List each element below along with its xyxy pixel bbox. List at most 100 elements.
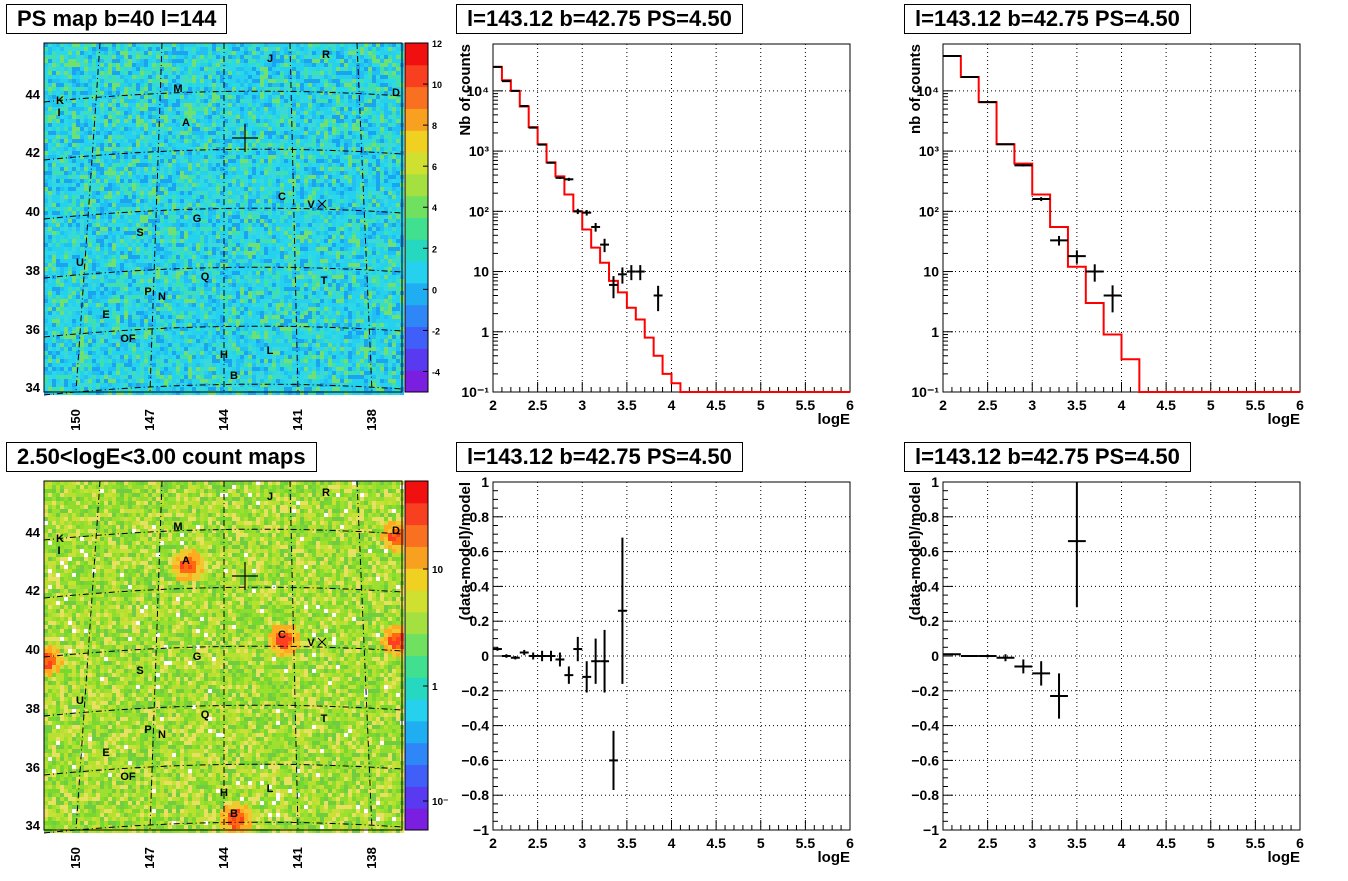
ps-map-pixel <box>64 207 68 211</box>
ps-map-pixel <box>380 219 384 223</box>
ps-map-pixel <box>328 115 332 119</box>
ps-map-pixel <box>268 131 272 135</box>
ps-map-pixel <box>336 243 340 247</box>
ps-map-pixel <box>288 179 292 183</box>
ps-map-pixel <box>168 147 172 151</box>
ps-map-pixel <box>204 183 208 187</box>
ps-map-pixel <box>388 63 392 67</box>
ps-map-pixel <box>164 131 168 135</box>
ps-map-pixel <box>232 87 236 91</box>
ps-map-pixel <box>252 131 256 135</box>
ps-map-pixel <box>360 75 364 79</box>
ps-map-pixel <box>328 139 332 143</box>
ps-map-pixel <box>192 155 196 159</box>
ps-map-pixel <box>268 119 272 123</box>
ps-map-pixel <box>140 195 144 199</box>
ps-map-pixel <box>340 239 344 243</box>
ps-map-pixel <box>160 131 164 135</box>
ps-map-pixel <box>152 43 156 47</box>
ps-map-pixel <box>216 139 220 143</box>
ps-map-pixel <box>84 59 88 63</box>
ps-map-pixel <box>112 115 116 119</box>
ps-map-pixel <box>276 43 280 47</box>
ps-map-pixel <box>88 79 92 83</box>
ps-map-pixel <box>376 71 380 75</box>
ps-map-pixel <box>68 211 72 215</box>
ps-map-pixel <box>196 99 200 103</box>
ps-map-pixel <box>72 235 76 239</box>
ps-map-pixel <box>148 263 152 267</box>
ps-map-pixel <box>252 111 256 115</box>
ps-map-pixel <box>56 239 60 243</box>
ps-map-pixel <box>148 71 152 75</box>
ps-map-pixel <box>140 219 144 223</box>
ps-map-pixel <box>148 63 152 67</box>
ps-map-pixel <box>148 203 152 207</box>
ps-map-pixel <box>296 255 300 259</box>
ps-map-pixel <box>224 251 228 255</box>
ps-map-pixel <box>108 67 112 71</box>
ps-map-pixel <box>128 167 132 171</box>
ps-map-pixel <box>136 51 140 55</box>
ps-map-pixel <box>268 127 272 131</box>
ps-map-pixel <box>208 135 212 139</box>
ps-map-pixel <box>292 251 296 255</box>
ps-map-pixel <box>52 107 56 111</box>
ps-map-pixel <box>96 231 100 235</box>
ps-map-pixel <box>132 263 136 267</box>
ps-map-pixel <box>108 63 112 67</box>
ps-map-pixel <box>116 155 120 159</box>
ps-map-pixel <box>144 231 148 235</box>
ps-map-pixel <box>192 67 196 71</box>
ps-map-pixel <box>396 63 400 67</box>
ps-map-pixel <box>80 79 84 83</box>
ps-map-pixel <box>364 123 368 127</box>
ps-map-pixel <box>296 83 300 87</box>
ps-map-pixel <box>112 139 116 143</box>
ps-map-pixel <box>224 95 228 99</box>
ps-map-pixel <box>108 127 112 131</box>
ps-map-pixel <box>192 191 196 195</box>
ps-map-pixel <box>124 87 128 91</box>
ps-map-pixel <box>332 83 336 87</box>
ps-map-pixel <box>388 187 392 191</box>
ps-map-pixel <box>152 223 156 227</box>
ps-map-pixel <box>84 151 88 155</box>
ps-map-pixel <box>136 47 140 51</box>
ps-map-pixel <box>132 203 136 207</box>
ps-map-pixel <box>268 91 272 95</box>
ps-map-pixel <box>184 83 188 87</box>
ps-map-pixel <box>132 179 136 183</box>
ps-map-pixel <box>212 211 216 215</box>
ps-map-pixel <box>208 67 212 71</box>
ps-map-pixel <box>164 199 168 203</box>
ps-map-pixel <box>68 67 72 71</box>
ps-map-pixel <box>196 151 200 155</box>
ps-map-pixel <box>348 131 352 135</box>
ps-map-pixel <box>160 243 164 247</box>
ps-map-pixel <box>348 59 352 63</box>
ps-map-pixel <box>88 235 92 239</box>
ps-map-pixel <box>116 235 120 239</box>
ps-map-pixel <box>392 259 396 263</box>
ps-map-pixel <box>332 203 336 207</box>
ps-map-pixel <box>304 259 308 263</box>
ps-map-pixel <box>204 151 208 155</box>
ps-map-pixel <box>308 83 312 87</box>
ps-map-pixel <box>232 259 236 263</box>
ps-map-pixel <box>392 231 396 235</box>
ps-map-pixel <box>380 203 384 207</box>
ps-map-pixel <box>312 179 316 183</box>
ps-map-pixel <box>44 231 48 235</box>
ps-map-pixel <box>336 155 340 159</box>
ps-map-pixel <box>300 139 304 143</box>
ps-map-pixel <box>168 55 172 59</box>
ps-map-pixel <box>140 223 144 227</box>
ps-map-pixel <box>164 239 168 243</box>
ps-map-pixel <box>204 187 208 191</box>
ps-map-pixel <box>72 151 76 155</box>
ps-map-pixel <box>260 123 264 127</box>
ps-map-pixel <box>72 187 76 191</box>
ps-map-pixel <box>220 223 224 227</box>
